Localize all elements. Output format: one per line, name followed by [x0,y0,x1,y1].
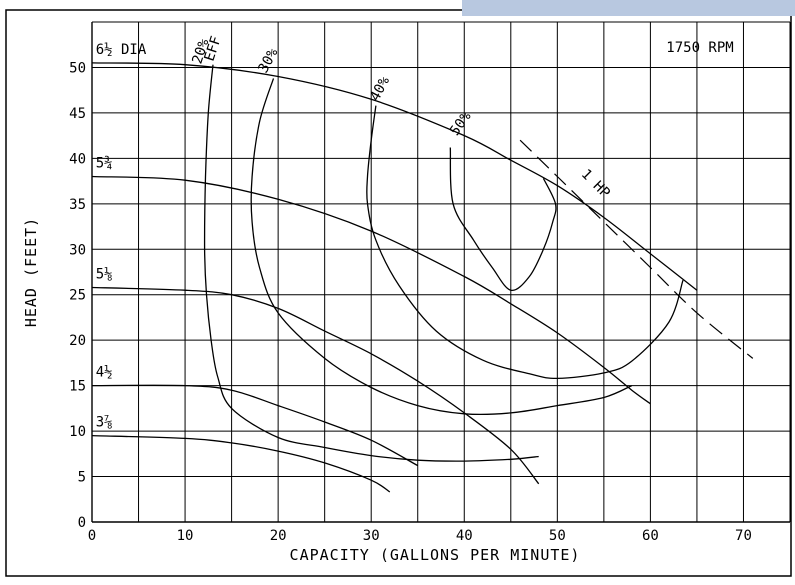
y-tick-label: 50 [69,60,86,76]
rpm-annotation: 1750 RPM [666,40,733,56]
y-tick-label: 5 [78,470,86,486]
y-tick-label: 10 [69,424,86,440]
y-tick-label: 15 [69,379,86,395]
y-tick-label: 35 [69,197,86,213]
x-tick-label: 0 [88,528,96,544]
x-axis-title: CAPACITY (GALLONS PER MINUTE) [290,546,581,564]
chart-border [6,10,791,576]
x-tick-label: 20 [270,528,287,544]
impeller-label: 5¾ [96,155,113,171]
y-axis-title: HEAD (FEET) [22,217,40,327]
y-tick-label: 0 [78,515,86,531]
y-tick-label: 45 [69,106,86,122]
y-tick-label: 25 [69,288,86,304]
impeller-curve-0 [92,63,697,290]
efficiency-label: EFF [202,34,225,63]
power-label: 1 HP [578,166,613,201]
impeller-curve-4 [92,436,390,492]
window-tab-strip [462,0,795,16]
efficiency-curves [205,65,683,461]
x-tick-label: 50 [549,528,566,544]
x-tick-label: 30 [363,528,380,544]
x-tick-label: 40 [456,528,473,544]
x-tick-label: 10 [177,528,194,544]
x-tick-label: 60 [642,528,659,544]
efficiency-curve-1 [251,78,632,414]
grid-lines [92,22,790,522]
y-tick-label: 40 [69,151,86,167]
y-tick-label: 20 [69,333,86,349]
efficiency-curve-3 [450,148,556,291]
y-tick-label: 30 [69,242,86,258]
impeller-label: 3⅞ [96,415,113,431]
impeller-label: 6½ DIA [96,42,147,58]
x-tick-label: 70 [735,528,752,544]
impeller-label: 5⅛ [96,266,113,282]
impeller-label: 4½ [96,365,113,381]
